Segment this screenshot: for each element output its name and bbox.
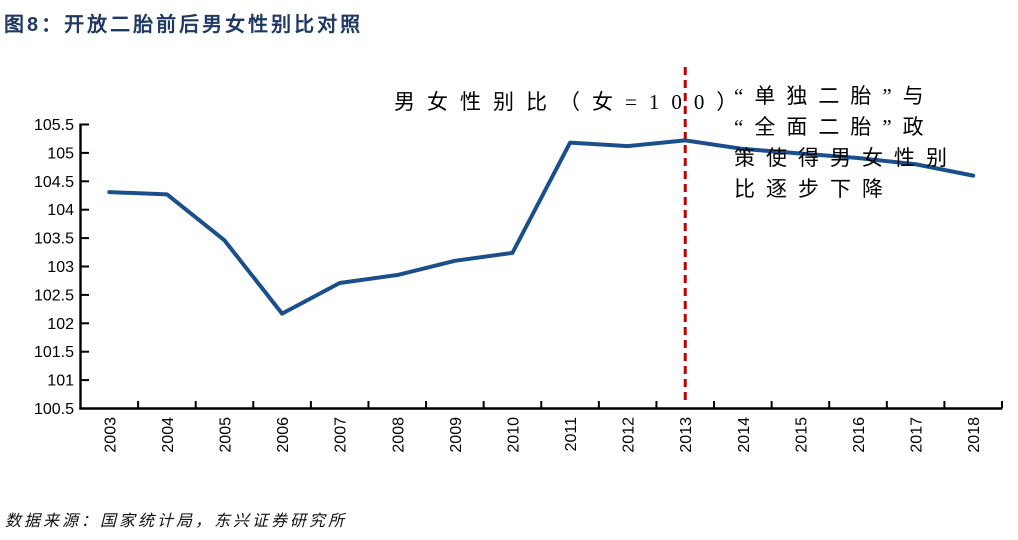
y-tick-label: 105.5	[34, 117, 74, 134]
x-tick-label: 2013	[678, 417, 695, 453]
x-tick-label: 2018	[966, 417, 983, 453]
x-tick-label: 2009	[448, 417, 465, 453]
y-tick-label: 102	[47, 316, 74, 333]
data-source: 数据来源：国家统计局，东兴证券研究所	[5, 513, 348, 530]
y-tick-label: 102.5	[34, 287, 74, 304]
x-tick-label: 2017	[909, 417, 926, 453]
series-label: 男女性别比（女=100）	[394, 90, 750, 114]
x-tick-label: 2006	[275, 417, 292, 453]
y-tick-label: 104	[47, 202, 74, 219]
policy-annotation: “单独二胎”与 “全面二胎”政 策使得男女性别 比逐步下降	[734, 84, 958, 201]
data-line	[107, 138, 976, 316]
y-tick-label: 103.5	[34, 231, 74, 248]
x-tick-label: 2011	[563, 417, 580, 452]
x-tick-label: 2012	[621, 417, 638, 453]
y-tick-label: 101.5	[34, 344, 74, 361]
x-tick-label: 2003	[102, 417, 119, 453]
x-tick-label: 2016	[851, 417, 868, 453]
x-tick-label: 2004	[160, 417, 177, 453]
x-tick-label: 2014	[736, 417, 753, 453]
x-tick-label: 2010	[505, 417, 522, 453]
y-tick-label: 100.5	[34, 401, 74, 418]
figure-title: 图8：开放二胎前后男女性别比对照	[4, 14, 364, 36]
x-tick-label: 2015	[793, 417, 810, 453]
x-tick-label: 2005	[217, 417, 234, 453]
y-tick-label: 101	[47, 373, 74, 390]
y-tick-label: 103	[47, 259, 74, 276]
y-tick-label: 105	[47, 145, 74, 162]
y-tick-label: 104.5	[34, 174, 74, 191]
x-tick-label: 2007	[333, 417, 350, 453]
x-tick-label: 2008	[390, 417, 407, 453]
